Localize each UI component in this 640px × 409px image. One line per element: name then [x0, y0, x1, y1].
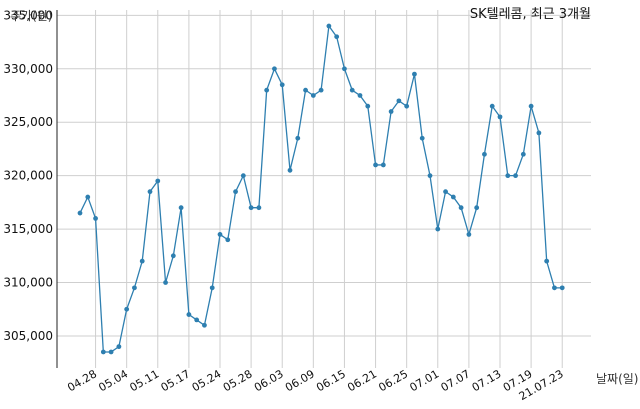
x-tick-label: 06.09 — [283, 367, 317, 394]
data-point — [365, 103, 371, 109]
data-point — [264, 87, 270, 93]
x-tick-label: 07.07 — [439, 367, 473, 394]
data-point — [474, 205, 480, 211]
data-point — [536, 130, 542, 136]
data-point — [443, 189, 448, 195]
data-point — [552, 285, 557, 291]
chart-title: SK텔레콤, 최근 3개월 — [470, 7, 591, 22]
data-point — [139, 258, 145, 264]
data-point — [217, 232, 223, 237]
x-axis-label: 날짜(일) — [596, 372, 638, 386]
data-point — [240, 173, 246, 179]
series-line — [79, 24, 563, 353]
data-point — [318, 87, 324, 93]
data-point — [178, 205, 184, 211]
data-point — [349, 87, 355, 93]
x-tick-label: 07.13 — [470, 367, 504, 394]
data-point — [248, 205, 254, 211]
y-tick-label: 310,000 — [3, 276, 53, 290]
data-point — [450, 194, 456, 200]
data-point — [209, 285, 215, 291]
data-point — [544, 258, 550, 264]
data-point — [272, 66, 277, 72]
y-tick-label: 305,000 — [3, 329, 53, 343]
data-point — [482, 151, 487, 157]
data-point — [458, 205, 464, 211]
data-point — [132, 285, 137, 291]
data-point — [279, 82, 285, 88]
data-point — [77, 210, 83, 216]
x-tick-label: 06.21 — [345, 367, 379, 394]
data-point — [194, 317, 200, 323]
data-point — [124, 306, 130, 312]
x-tick-label: 04.28 — [65, 367, 99, 394]
data-point — [357, 93, 363, 98]
y-tick-label: 325,000 — [3, 115, 53, 129]
data-point — [466, 232, 472, 237]
y-tick-label: 320,000 — [3, 169, 53, 183]
data-point — [412, 71, 417, 77]
data-point — [116, 344, 122, 350]
data-point — [380, 162, 386, 168]
data-point — [396, 98, 402, 104]
data-point — [419, 135, 425, 141]
x-tick-label: 05.24 — [190, 367, 224, 394]
data-point — [170, 253, 176, 259]
x-tick-label: 05.11 — [127, 367, 161, 394]
data-point — [505, 173, 511, 179]
data-point — [100, 349, 106, 355]
data-point — [155, 178, 161, 184]
data-point — [528, 103, 534, 109]
y-tick-labels: 305,000 310,000 315,000 320,000 325,000 330,0… — [3, 8, 53, 343]
data-point — [497, 114, 503, 120]
data-point — [559, 285, 565, 291]
data-point — [342, 66, 347, 72]
x-tick-label: 05.28 — [221, 367, 255, 394]
data-point — [404, 103, 410, 109]
grid — [57, 10, 591, 368]
x-tick-label: 06.15 — [314, 367, 348, 394]
y-tick-label: 315,000 — [3, 222, 53, 236]
data-point — [388, 109, 394, 114]
x-tick-label: 05.17 — [159, 367, 193, 394]
data-points — [77, 23, 565, 355]
data-point — [93, 215, 98, 221]
data-point — [163, 280, 168, 285]
data-point — [303, 87, 308, 93]
data-point — [427, 173, 433, 179]
data-point — [513, 173, 518, 179]
data-point — [287, 167, 293, 173]
x-tick-label: 06.25 — [376, 367, 410, 394]
data-point — [256, 205, 262, 211]
x-tick-labels: 04.2805.0405.1105.1705.2405.2806.0306.09… — [65, 367, 565, 403]
y-tick-label: 330,000 — [3, 62, 53, 76]
data-point — [225, 237, 231, 243]
data-point — [334, 34, 340, 40]
data-point — [85, 194, 91, 200]
data-point — [295, 135, 301, 141]
data-point — [186, 312, 192, 317]
data-point — [233, 189, 238, 195]
data-point — [520, 151, 526, 157]
data-point — [147, 189, 153, 195]
x-tick-label: 06.03 — [252, 367, 286, 394]
data-point — [108, 349, 114, 355]
data-point — [435, 226, 441, 232]
data-point — [489, 103, 495, 109]
data-point — [202, 322, 207, 328]
data-point — [373, 162, 378, 168]
x-tick-label: 07.01 — [407, 367, 441, 394]
y-axis-label: 주가(원) — [10, 9, 52, 23]
data-point — [310, 93, 316, 98]
data-point — [326, 23, 332, 29]
y-tick-label: 335,000 — [3, 8, 53, 22]
x-tick-label: 05.04 — [96, 367, 130, 394]
